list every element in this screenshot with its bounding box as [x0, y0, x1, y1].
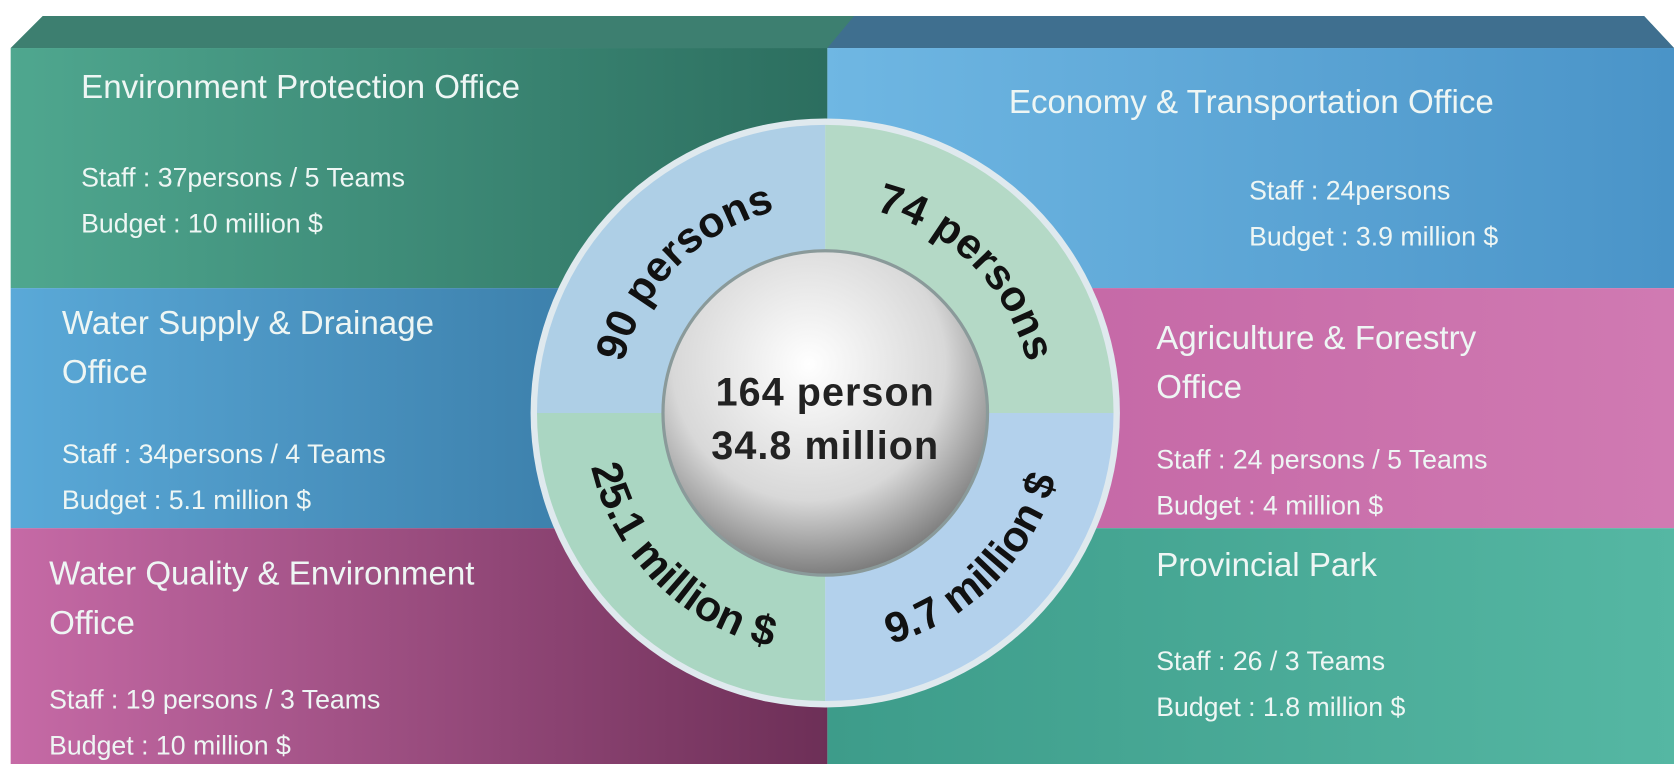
panel-staff: Staff : 37persons / 5 Teams [81, 163, 405, 193]
panel-title: Environment Protection Office [81, 69, 520, 106]
center-label: 164 person [716, 370, 935, 414]
center-label: 34.8 million [711, 424, 939, 468]
panel-title: Agriculture & Forestry [1156, 320, 1476, 357]
panel-staff: Staff : 19 persons / 3 Teams [49, 685, 380, 715]
panel-title: Office [49, 605, 135, 642]
center-sphere [661, 249, 990, 577]
panel-budget: Budget : 4 million $ [1156, 490, 1383, 520]
panel-budget: Budget : 5.1 million $ [62, 485, 311, 515]
panel-budget: Budget : 3.9 million $ [1249, 221, 1498, 251]
panel-staff: Staff : 24persons [1249, 176, 1450, 206]
panel-staff: Staff : 24 persons / 5 Teams [1156, 444, 1487, 474]
panel-staff: Staff : 34persons / 4 Teams [62, 439, 386, 469]
panel-budget: Budget : 10 million $ [81, 209, 323, 239]
panel-title: Economy & Transportation Office [1009, 84, 1494, 121]
panel-title: Office [62, 354, 148, 391]
ring: 90 persons 74 persons 25.1 million $ 9.7… [530, 118, 1120, 708]
panel-title: Water Quality & Environment [49, 556, 474, 593]
panel-title: Provincial Park [1156, 547, 1377, 584]
panel-title: Office [1156, 369, 1242, 406]
panel-title: Water Supply & Drainage [62, 305, 434, 342]
top-edge-right [827, 16, 1674, 49]
panel-budget: Budget : 1.8 million $ [1156, 692, 1405, 722]
panel-staff: Staff : 26 / 3 Teams [1156, 646, 1385, 676]
panel-budget: Budget : 10 million $ [49, 730, 291, 760]
